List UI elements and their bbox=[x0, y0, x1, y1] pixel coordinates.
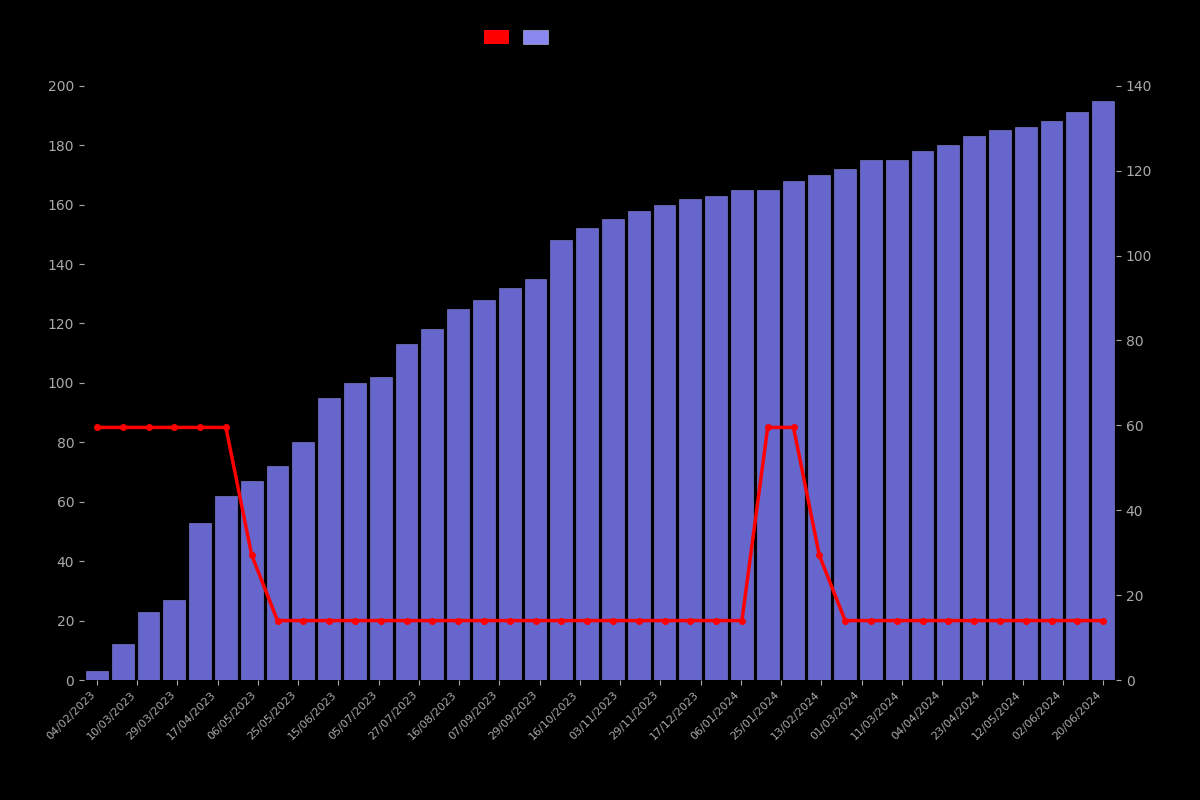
Bar bbox=[499, 288, 521, 680]
Bar bbox=[706, 196, 727, 680]
Bar bbox=[679, 198, 701, 680]
Bar bbox=[576, 228, 598, 680]
Bar bbox=[886, 160, 907, 680]
Bar bbox=[628, 210, 649, 680]
Bar bbox=[370, 377, 391, 680]
Bar bbox=[421, 330, 443, 680]
Bar bbox=[731, 190, 752, 680]
Bar bbox=[241, 481, 263, 680]
Bar bbox=[524, 279, 546, 680]
Bar bbox=[860, 160, 882, 680]
Bar bbox=[912, 151, 934, 680]
Bar bbox=[602, 219, 624, 680]
Legend: , : , bbox=[480, 26, 554, 49]
Bar bbox=[473, 300, 494, 680]
Bar bbox=[964, 136, 985, 680]
Bar bbox=[138, 612, 160, 680]
Bar bbox=[448, 309, 469, 680]
Bar bbox=[1067, 113, 1088, 680]
Bar bbox=[344, 383, 366, 680]
Bar bbox=[937, 145, 959, 680]
Bar bbox=[551, 240, 572, 680]
Bar bbox=[654, 205, 676, 680]
Bar bbox=[989, 130, 1010, 680]
Bar bbox=[1092, 101, 1114, 680]
Bar bbox=[112, 644, 133, 680]
Bar bbox=[1040, 122, 1062, 680]
Bar bbox=[318, 398, 340, 680]
Bar bbox=[782, 181, 804, 680]
Bar bbox=[86, 671, 108, 680]
Bar bbox=[215, 496, 236, 680]
Bar bbox=[396, 344, 418, 680]
Bar bbox=[1015, 127, 1037, 680]
Bar bbox=[266, 466, 288, 680]
Bar bbox=[834, 169, 856, 680]
Bar bbox=[293, 442, 314, 680]
Bar bbox=[190, 522, 211, 680]
Bar bbox=[757, 190, 779, 680]
Bar bbox=[163, 600, 185, 680]
Bar bbox=[809, 175, 830, 680]
